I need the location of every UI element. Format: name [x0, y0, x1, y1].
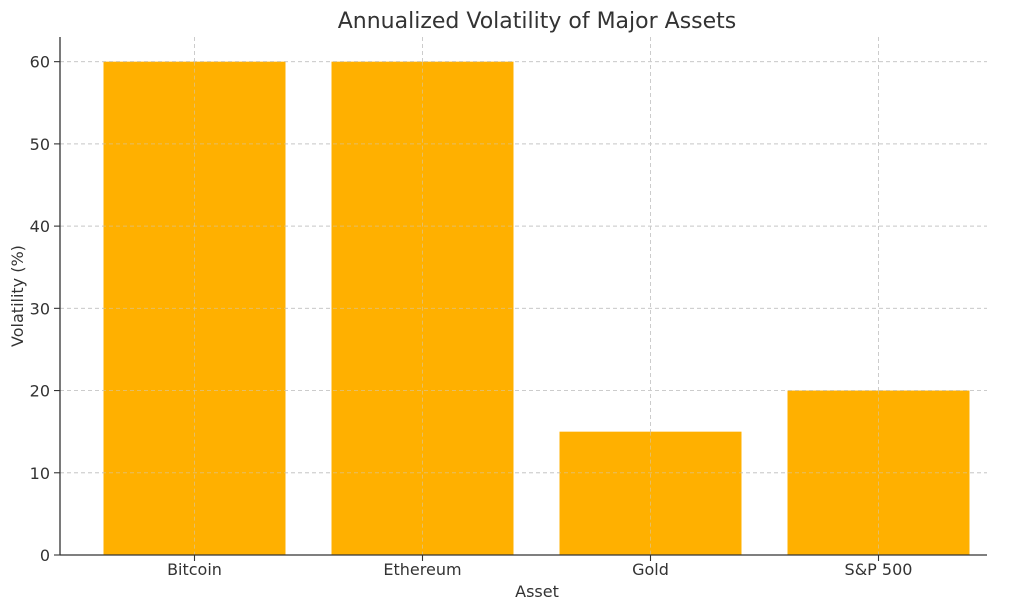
x-tick-label: Gold [632, 560, 669, 579]
y-tick-label: 40 [30, 217, 50, 236]
y-tick-label: 50 [30, 135, 50, 154]
axes [54, 37, 987, 561]
y-tick-label: 20 [30, 382, 50, 401]
y-axis-label: Volatility (%) [8, 245, 27, 347]
chart-title: Annualized Volatility of Major Assets [338, 9, 737, 34]
tick-labels: 0 10 20 30 40 50 60 Bitcoin Ethereum Gold S&P 500 [30, 53, 913, 579]
y-tick-label: 60 [30, 53, 50, 72]
bar-gold [559, 431, 742, 555]
x-tick-label: S&P 500 [845, 560, 913, 579]
y-tick-label: 0 [40, 546, 50, 565]
bars [60, 61, 987, 556]
y-tick-label: 30 [30, 299, 50, 318]
x-tick-label: Bitcoin [167, 560, 222, 579]
y-tick-label: 10 [30, 464, 50, 483]
x-tick-label: Ethereum [383, 560, 461, 579]
x-axis-label: Asset [515, 582, 559, 601]
